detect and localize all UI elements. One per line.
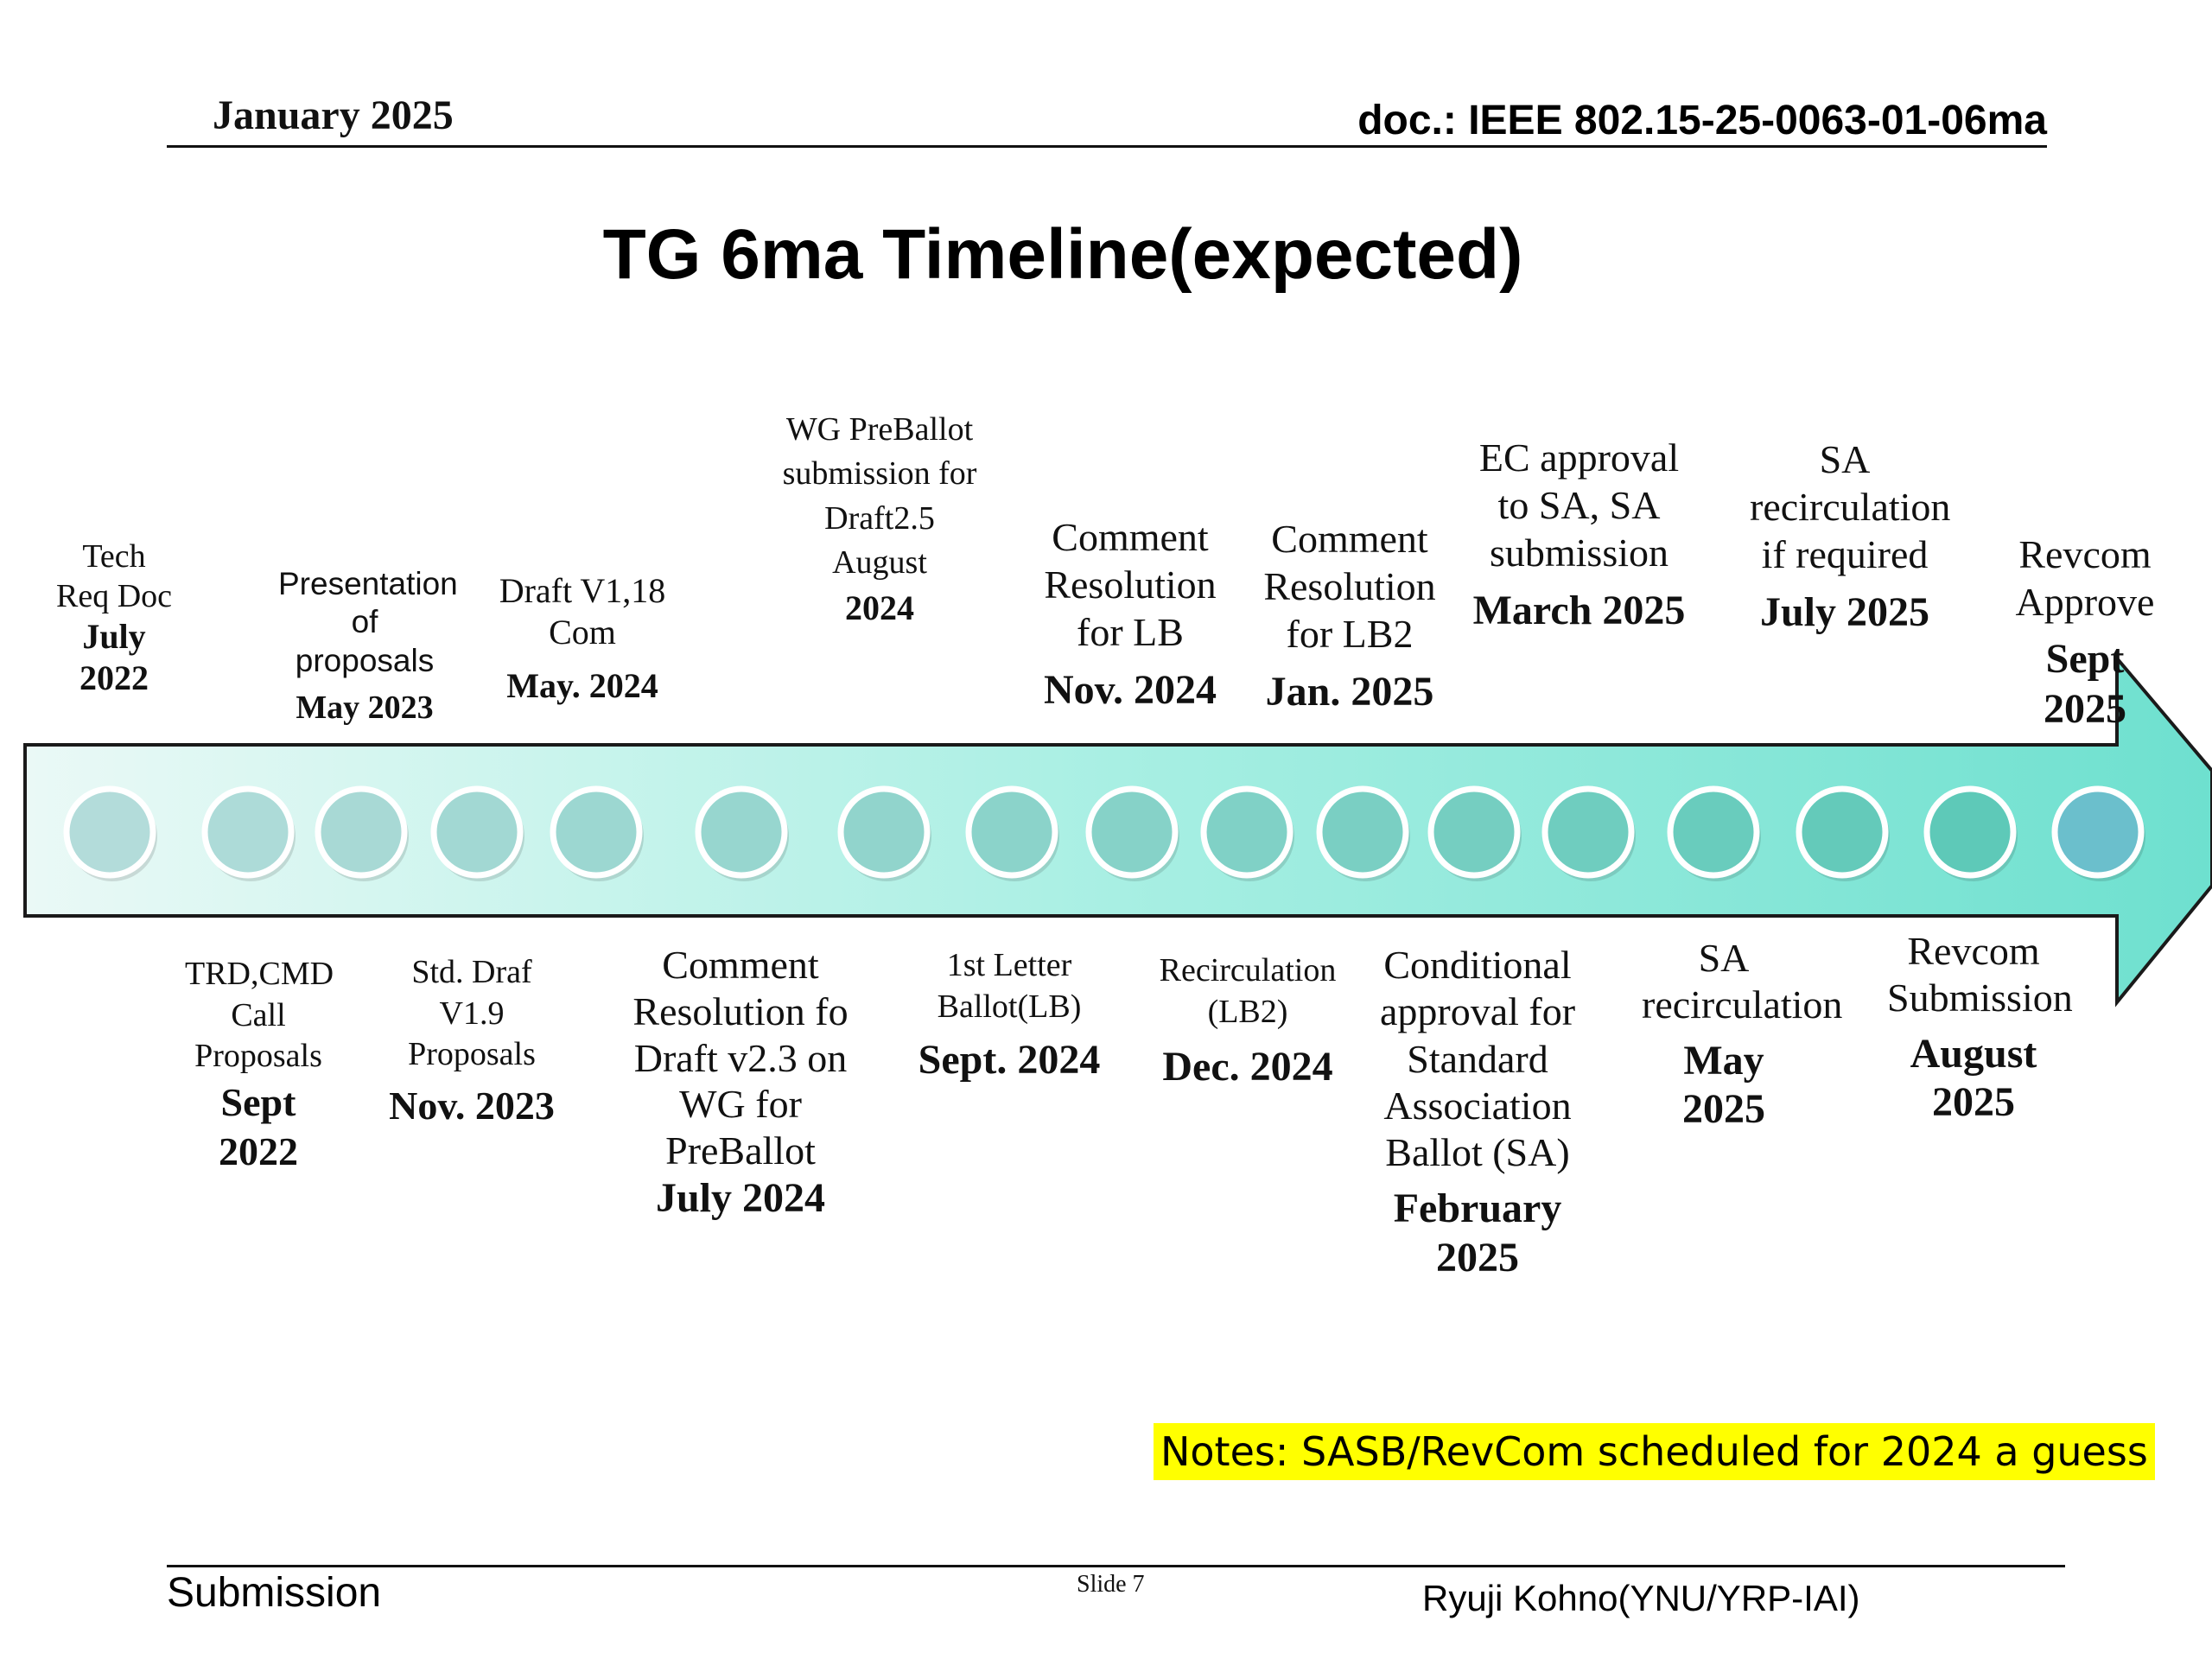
timeline-marker: [1316, 785, 1409, 879]
milestone-date: Nov. 2023: [389, 1083, 555, 1128]
milestone-sa-recirculation-if-required: SA recirculation if required July 2025: [1750, 435, 1951, 637]
milestone-desc: WG PreBallot submission for Draft2.5 Aug…: [782, 411, 977, 581]
milestone-date: August 2025: [1910, 1030, 2037, 1125]
timeline-marker: [430, 785, 524, 879]
slide-title: TG 6ma Timeline(expected): [602, 215, 1523, 294]
milestone-date: May 2025: [1682, 1037, 1765, 1132]
milestone-date: Nov. 2024: [1043, 666, 1217, 713]
milestone-desc: Conditional approval for Standard Associ…: [1379, 943, 1576, 1175]
milestone-date: July 2025: [1759, 588, 1930, 635]
milestone-date: March 2025: [1472, 587, 1686, 633]
timeline-marker: [1796, 785, 1889, 879]
milestone-date: Dec. 2024: [1162, 1044, 1333, 1090]
timeline-marker: [201, 785, 295, 879]
milestone-desc: Draft V1,18 Com: [499, 571, 666, 652]
milestone-date: Sept. 2024: [918, 1037, 1101, 1083]
milestone-presentation-of-proposals: Presentation of proposals May 2023: [278, 565, 458, 728]
milestone-desc: Revcom Approve: [2015, 532, 2155, 625]
milestone-trd-cmd-call-proposals: TRD,CMD Call Proposals Sept 2022: [185, 954, 334, 1177]
milestone-revcom-submission: Revcom Submission August 2025: [1887, 928, 2073, 1127]
footer-rule: [167, 1565, 2065, 1567]
milestone-date: July 2022: [79, 617, 149, 698]
milestone-recirculation-lb2: Recirculation (LB2) Dec. 2024: [1142, 950, 1353, 1093]
milestone-std-draft-v19: Std. Draf V1.9 Proposals Nov. 2023: [385, 952, 558, 1130]
header-doc-id: doc.: IEEE 802.15-25-0063-01-06ma: [1357, 98, 2047, 143]
milestone-comment-resolution-lb: Comment Resolution for LB Nov. 2024: [1027, 513, 1234, 715]
timeline-marker: [1200, 785, 1294, 879]
milestone-desc: Recirculation (LB2): [1159, 952, 1337, 1030]
note-highlight: Notes: SASB/RevCom scheduled for 2024 a …: [1154, 1423, 2155, 1480]
milestone-desc: Comment Resolution for LB2: [1263, 517, 1436, 657]
milestone-comment-resolution-draft-v23: Comment Resolution fo Draft v2.3 on WG f…: [624, 942, 857, 1223]
timeline-arrow: [23, 657, 2212, 1007]
milestone-desc: EC approval to SA, SA submission: [1478, 435, 1680, 575]
milestone-tech-req-doc: Tech Req Doc July 2022: [54, 537, 175, 699]
milestone-date: May 2023: [296, 690, 434, 727]
milestone-desc: TRD,CMD Call Proposals: [185, 956, 334, 1074]
milestone-desc: 1st Letter Ballot(LB): [937, 947, 1082, 1025]
milestone-desc: Comment Resolution fo Draft v2.3 on WG f…: [632, 943, 849, 1173]
milestone-date: Sept 2022: [219, 1079, 298, 1174]
milestone-date: 2024: [845, 588, 914, 628]
timeline-marker: [965, 785, 1058, 879]
milestone-date: Sept 2025: [2044, 636, 2126, 732]
timeline-marker: [63, 785, 156, 879]
milestone-comment-resolution-lb2: Comment Resolution for LB2 Jan. 2025: [1246, 515, 1453, 716]
milestone-revcom-approve: Revcom Approve Sept 2025: [2003, 531, 2167, 734]
timeline-marker: [550, 785, 643, 879]
milestone-desc: Revcom Submission: [1887, 929, 2073, 1020]
milestone-ec-approval: EC approval to SA, SA submission March 2…: [1469, 434, 1689, 635]
milestone-desc: Presentation of proposals: [278, 566, 458, 678]
milestone-desc: Std. Draf V1.9 Proposals: [408, 954, 536, 1072]
footer-submission: Submission: [167, 1570, 382, 1616]
timeline-marker: [1427, 785, 1521, 879]
milestone-desc: Tech Req Doc: [55, 538, 173, 614]
milestone-conditional-approval-sa: Conditional approval for Standard Associ…: [1357, 942, 1599, 1283]
milestone-draft-v118-com: Draft V1,18 Com May. 2024: [487, 570, 677, 707]
milestone-wg-preballot-submission: WG PreBallot submission for Draft2.5 Aug…: [778, 408, 982, 632]
milestone-date: May. 2024: [506, 666, 658, 705]
milestone-sa-recirculation: SA recirculation May 2025: [1642, 935, 1843, 1134]
footer-slide-number: Slide 7: [1077, 1571, 1145, 1598]
milestone-date: February 2025: [1393, 1185, 1562, 1281]
timeline-marker: [1541, 785, 1635, 879]
timeline-markers: [63, 785, 2145, 881]
milestone-date: Jan. 2025: [1265, 668, 1434, 715]
milestone-date: July 2024: [655, 1175, 826, 1222]
milestone-desc: SA recirculation: [1642, 936, 1843, 1027]
header-date: January 2025: [213, 92, 454, 138]
milestone-desc: Comment Resolution for LB: [1044, 515, 1217, 655]
header-rule: [167, 145, 2047, 148]
timeline-marker: [2051, 785, 2145, 879]
timeline-marker: [1667, 785, 1760, 879]
timeline-marker: [1085, 785, 1179, 879]
timeline-marker: [695, 785, 788, 879]
milestone-desc: SA recirculation if required: [1750, 437, 1951, 577]
timeline-marker: [837, 785, 931, 879]
milestone-1st-letter-ballot: 1st Letter Ballot(LB) Sept. 2024: [914, 945, 1104, 1086]
timeline-marker: [315, 785, 408, 879]
timeline-marker: [1923, 785, 2017, 879]
footer-author: Ryuji Kohno(YNU/YRP-IAI): [1422, 1578, 1860, 1618]
